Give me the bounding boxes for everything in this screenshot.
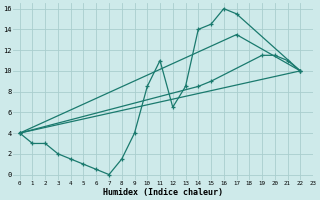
X-axis label: Humidex (Indice chaleur): Humidex (Indice chaleur)	[103, 188, 223, 197]
